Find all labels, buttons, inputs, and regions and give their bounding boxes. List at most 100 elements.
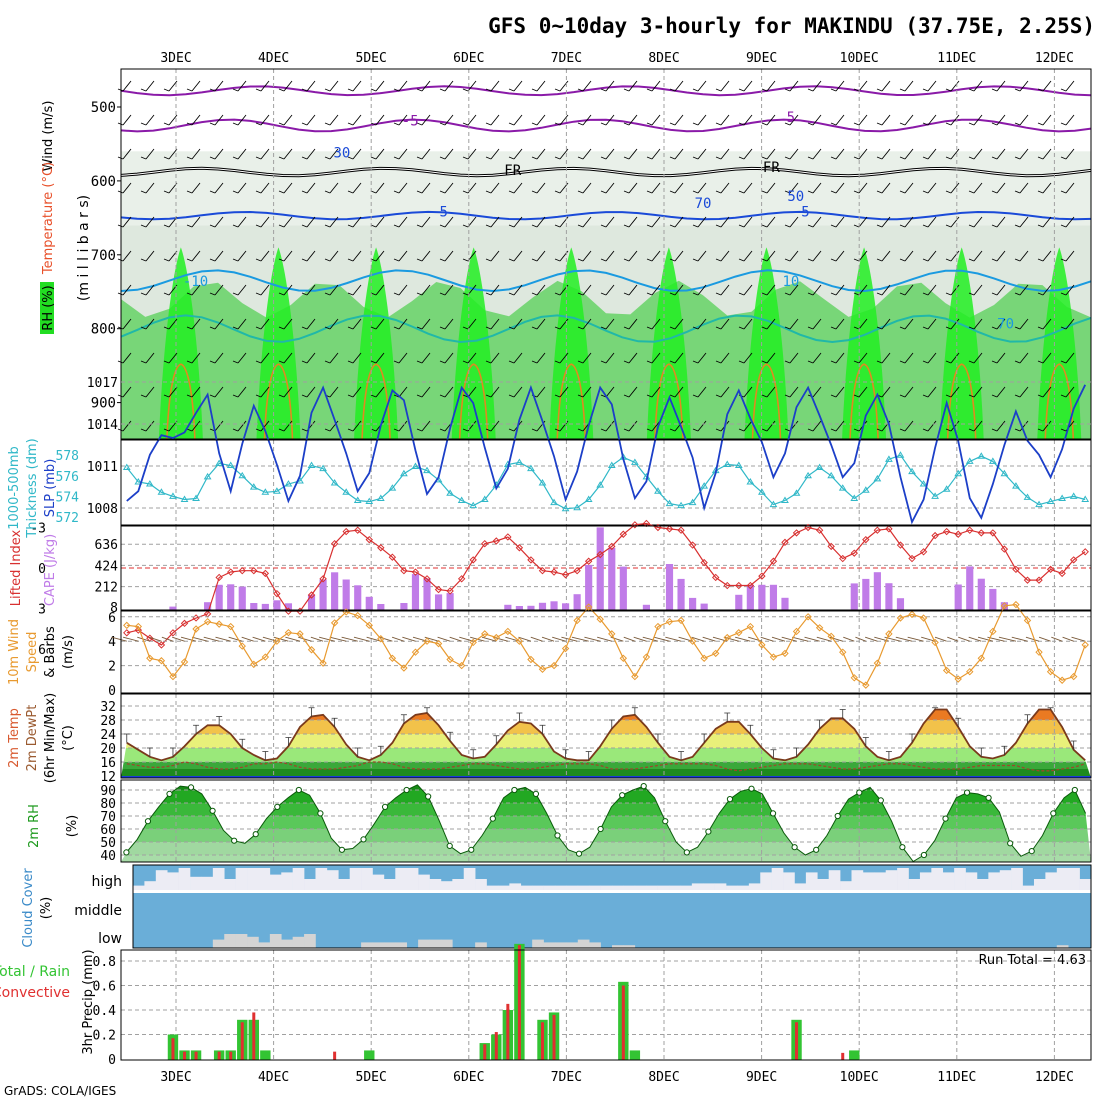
cape-bar	[262, 604, 269, 610]
wind-barb	[229, 637, 243, 641]
pressure-tick-label: 600	[91, 174, 116, 190]
wind-tick-label: 2	[108, 660, 116, 675]
cape-bar	[851, 583, 858, 610]
cape-bar	[562, 603, 569, 610]
rh-point	[964, 790, 969, 795]
temperature-axis-label: Temperature (°C)	[41, 162, 56, 275]
bottom-date-label: 11DEC	[937, 1070, 976, 1085]
cloud-low-bar	[578, 940, 590, 948]
rh-point	[1072, 787, 1077, 792]
cloud-high-bar	[783, 872, 795, 890]
bottom-date-label: 4DEC	[258, 1070, 289, 1085]
cloud-high-bar	[886, 870, 898, 890]
rh-point	[426, 794, 431, 799]
cloud-high-bar	[407, 868, 419, 890]
precip-conv-bar	[241, 1022, 244, 1060]
rh-band	[121, 790, 1091, 803]
cloud-high-bar	[612, 886, 624, 890]
cape-label: CAPE (J/kg)	[43, 534, 58, 606]
cloud-high-bar	[1080, 879, 1092, 890]
cloud-low-bar	[475, 942, 487, 948]
cape-bar	[412, 574, 419, 610]
bottom-date-label: 8DEC	[648, 1070, 679, 1085]
contour-label: 5	[801, 204, 809, 220]
bottom-date-label: 12DEC	[1035, 1070, 1074, 1085]
precip-conv-bar	[553, 1015, 556, 1060]
cape-bar	[331, 572, 338, 610]
cloud-high-bar	[464, 868, 476, 890]
precip-conv-bar	[183, 1052, 186, 1060]
cloud-high-bar	[578, 886, 590, 890]
cloud-high-bar	[1034, 879, 1046, 890]
rh-point	[145, 819, 150, 824]
cape-bar	[735, 595, 742, 610]
cloud-high-bar	[852, 870, 864, 890]
chart-title: GFS 0~10day 3-hourly for MAKINDU (37.75E…	[488, 14, 1095, 38]
rh-point	[598, 826, 603, 831]
cloud-high-bar	[1057, 868, 1069, 890]
wind-axis-label: Wind (m/s)	[41, 101, 56, 172]
rh-point	[835, 813, 840, 818]
wind-label-3: & Barbs	[43, 626, 58, 678]
cloud-high-bar	[692, 883, 704, 890]
bottom-date-label: 5DEC	[356, 1070, 387, 1085]
cape-bar	[666, 564, 673, 610]
panel-frame	[121, 611, 1091, 693]
temp-band	[121, 720, 1091, 734]
cape-bar	[227, 584, 234, 610]
rh-point	[770, 811, 775, 816]
cloud-high-bar	[794, 883, 806, 890]
thickness-point	[124, 465, 130, 470]
precip-conv-bar	[622, 986, 625, 1061]
top-date-label: 3DEC	[160, 51, 191, 66]
cape-bar	[527, 606, 534, 610]
wind-label-4: (m/s)	[61, 635, 76, 669]
wind-panel: 0246	[108, 602, 1091, 699]
cloud-high-bar	[430, 879, 442, 890]
wind-barb	[843, 637, 854, 641]
bottom-date-label: 7DEC	[551, 1070, 582, 1085]
temp-minmax-bar	[840, 710, 846, 719]
panel-frame	[121, 440, 1091, 525]
cloud-unit: (%)	[39, 897, 54, 920]
cloud-high-bar	[315, 868, 327, 890]
precip-total-bar	[260, 1050, 270, 1060]
precip-total-bar	[630, 1050, 640, 1060]
cloud-high-bar	[338, 879, 350, 890]
thickness-tick-label: 576	[56, 470, 79, 485]
temp-tick-label: 12	[100, 770, 116, 785]
slp-tick-label: 1011	[87, 460, 118, 475]
thickness-tick-label: 572	[56, 511, 79, 526]
pressure-tick-label: 900	[91, 396, 116, 412]
thickness-line	[127, 455, 1085, 509]
temp-band	[121, 678, 1091, 706]
cape-tick-label: 636	[95, 538, 118, 553]
wind-barb	[1072, 637, 1086, 641]
cloud-high-bar	[874, 872, 886, 890]
cape-bar	[504, 605, 511, 610]
precip-tick-label: 0.4	[93, 1004, 117, 1019]
cloud-high-bar	[715, 883, 727, 890]
wind-barb	[392, 637, 404, 641]
cloud-high-bar	[760, 872, 772, 890]
rh-point	[275, 804, 280, 809]
temp-tick-label: 32	[100, 700, 116, 715]
cloud-high-bar	[737, 886, 749, 890]
precip-total-label: Total / Rain	[0, 964, 70, 980]
rh-base-band	[121, 855, 1091, 862]
cape-bar	[239, 587, 246, 610]
cloud-high-bar	[156, 870, 168, 890]
cloud-high-bar	[977, 879, 989, 890]
upper-air-ylabels: Wind (m/s) Temperature (°C) RH (%) (m i …	[40, 101, 92, 334]
rh-tick-label: 80	[100, 797, 116, 812]
rh-band	[121, 829, 1091, 842]
thickness-tick-label: 578	[56, 449, 79, 464]
wind-barb	[958, 637, 970, 641]
cape-bar	[343, 580, 350, 611]
precip-conv-bar	[506, 1004, 509, 1060]
cloud-high-bar	[395, 868, 407, 890]
rh2m-unit: (%)	[65, 815, 80, 838]
rh-point	[490, 816, 495, 821]
cape-bar	[608, 548, 615, 610]
cloud-high-bar	[680, 886, 692, 890]
